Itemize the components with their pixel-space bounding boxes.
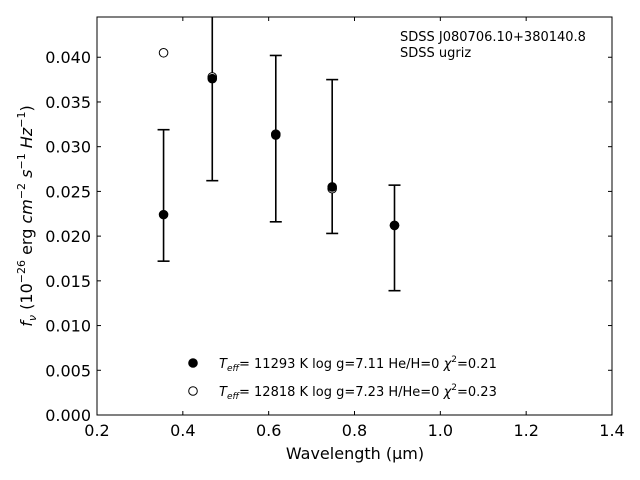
y-tick-label: 0.000	[45, 406, 91, 425]
x-tick-label: 1.2	[513, 421, 538, 440]
x-tick-label: 0.2	[84, 421, 109, 440]
point-open-model	[158, 47, 169, 58]
x-tick-label: 0.6	[256, 421, 281, 440]
y-tick-label: 0.020	[45, 227, 91, 246]
point-filled-model	[207, 73, 218, 84]
legend: Teff= 11293 K log g=7.11 He/H=0 χ2=0.21 …	[188, 355, 497, 402]
x-tick-label: 0.4	[170, 421, 195, 440]
y-tick-label: 0.035	[45, 93, 91, 112]
plot-frame	[96, 16, 613, 416]
x-tick-label: 1.0	[428, 421, 453, 440]
y-axis-title: fν (10−26 erg cm−2 s−1 Hz−1)	[15, 105, 39, 326]
point-filled-model	[270, 130, 281, 140]
y-tick-label: 0.015	[45, 272, 91, 291]
y-tick-label: 0.030	[45, 138, 91, 157]
point-filled-model	[327, 182, 337, 192]
y-tick-label: 0.025	[45, 182, 91, 201]
x-tick-label: 1.4	[599, 421, 624, 440]
point-filled-model	[389, 220, 400, 231]
legend-marker-open	[188, 386, 198, 396]
annotation-survey: SDSS ugriz	[400, 46, 471, 61]
legend-label-open: Teff= 12818 K log g=7.23 H/He=0 χ2=0.23	[219, 383, 497, 402]
x-tick-label: 0.8	[342, 421, 367, 440]
legend-label-filled: Teff= 11293 K log g=7.11 He/H=0 χ2=0.21	[219, 355, 497, 374]
y-tick-label: 0.010	[45, 317, 91, 336]
annotation-object-name: SDSS J080706.10+380140.8	[400, 30, 586, 45]
x-axis-title: Wavelength (μm)	[286, 444, 424, 463]
y-tick-label: 0.040	[45, 48, 91, 67]
legend-marker-filled	[188, 358, 198, 368]
point-filled-model	[158, 209, 169, 220]
y-tick-label: 0.005	[45, 361, 91, 380]
